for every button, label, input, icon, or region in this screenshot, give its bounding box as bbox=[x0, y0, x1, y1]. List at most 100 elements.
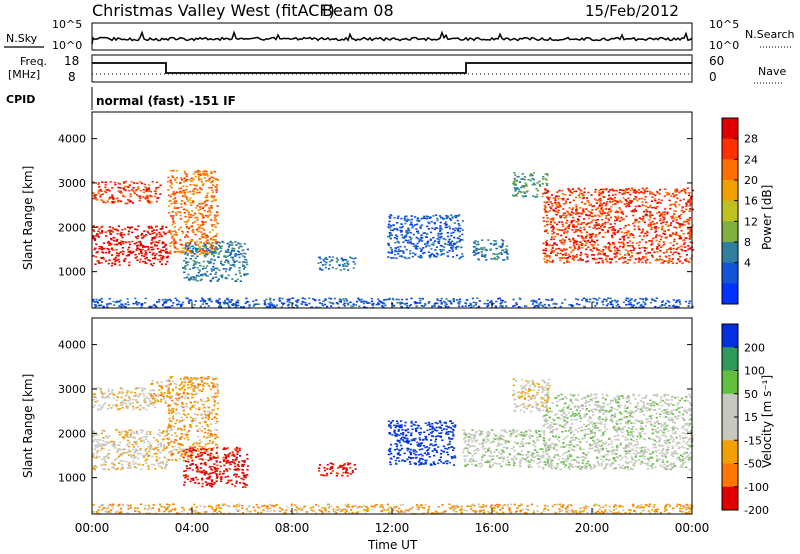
power-cell bbox=[247, 301, 250, 303]
power-cell bbox=[412, 225, 415, 228]
velocity-cell bbox=[125, 435, 128, 438]
velocity-cell bbox=[204, 431, 207, 434]
power-cell bbox=[111, 187, 114, 189]
velocity-cell bbox=[102, 468, 105, 470]
power-cell bbox=[206, 248, 209, 250]
velocity-cell bbox=[205, 450, 208, 452]
power-cell bbox=[419, 238, 422, 240]
power-cell bbox=[689, 208, 692, 210]
power-cell bbox=[188, 279, 191, 282]
power-cell bbox=[225, 270, 228, 273]
power-colorbar-tick-label: 20 bbox=[744, 174, 758, 187]
power-cell bbox=[575, 256, 578, 258]
power-cell bbox=[119, 251, 122, 253]
velocity-cell bbox=[166, 396, 169, 398]
velocity-cell bbox=[158, 462, 162, 464]
power-cell bbox=[238, 261, 241, 263]
velocity-cell bbox=[169, 383, 172, 385]
velocity-cell bbox=[126, 451, 130, 453]
velocity-cell bbox=[168, 459, 171, 461]
velocity-cell bbox=[212, 454, 215, 456]
power-cell bbox=[230, 256, 233, 259]
power-cell bbox=[429, 231, 433, 234]
power-cell bbox=[432, 242, 435, 244]
power-cell bbox=[643, 247, 646, 249]
power-cell bbox=[190, 255, 193, 257]
power-cell bbox=[436, 217, 439, 220]
power-cell bbox=[136, 182, 139, 184]
velocity-cell bbox=[197, 450, 200, 452]
power-cell bbox=[643, 302, 647, 304]
power-cell bbox=[179, 239, 182, 241]
velocity-cell bbox=[107, 468, 110, 471]
power-cell bbox=[435, 214, 438, 216]
velocity-cell bbox=[207, 448, 210, 450]
velocity-heatmap bbox=[92, 375, 694, 515]
power-cell bbox=[452, 300, 455, 303]
velocity-cell bbox=[197, 387, 200, 389]
velocity-cell bbox=[203, 410, 206, 413]
power-cell bbox=[155, 187, 158, 189]
power-cell bbox=[604, 208, 607, 211]
velocity-cell bbox=[216, 386, 219, 389]
velocity-cell bbox=[127, 442, 130, 445]
power-cell bbox=[177, 207, 180, 209]
power-cell bbox=[572, 239, 575, 242]
power-cell bbox=[629, 249, 632, 252]
power-cell bbox=[615, 200, 618, 202]
power-cell bbox=[610, 198, 613, 200]
power-cell bbox=[453, 215, 456, 218]
velocity-cell bbox=[94, 438, 97, 441]
velocity-cell bbox=[211, 418, 214, 420]
velocity-cell bbox=[184, 454, 187, 456]
power-cell bbox=[215, 300, 218, 303]
power-cell bbox=[572, 199, 575, 202]
power-cell bbox=[192, 259, 195, 262]
velocity-cell bbox=[186, 431, 189, 433]
velocity-cell bbox=[163, 392, 166, 394]
power-cell bbox=[452, 242, 455, 245]
power-cell bbox=[619, 228, 622, 230]
power-cell bbox=[629, 234, 632, 237]
power-cell bbox=[287, 306, 290, 309]
power-cell bbox=[600, 213, 603, 216]
power-cell bbox=[286, 298, 289, 301]
velocity-cell bbox=[216, 420, 219, 423]
power-cell bbox=[102, 258, 105, 260]
power-cell bbox=[122, 194, 125, 197]
power-cell bbox=[164, 252, 167, 254]
power-cell bbox=[210, 219, 213, 221]
power-cell bbox=[96, 233, 99, 235]
power-cell bbox=[115, 301, 118, 304]
power-cell bbox=[617, 217, 620, 219]
power-cell bbox=[205, 204, 208, 206]
power-cell bbox=[588, 204, 591, 206]
power-cell bbox=[138, 199, 141, 202]
power-cell bbox=[431, 227, 434, 230]
power-cell bbox=[549, 206, 552, 208]
velocity-cell bbox=[121, 466, 124, 468]
power-cell bbox=[400, 231, 403, 233]
power-cell bbox=[219, 247, 222, 249]
power-cell bbox=[602, 210, 605, 213]
power-cell bbox=[196, 216, 199, 219]
power-cell bbox=[412, 252, 415, 254]
velocity-cell bbox=[133, 391, 137, 394]
velocity-cell bbox=[162, 445, 166, 448]
velocity-cell bbox=[199, 451, 203, 454]
power-cell bbox=[601, 260, 604, 262]
power-cell bbox=[566, 210, 569, 213]
power-cell bbox=[139, 197, 142, 200]
power-cell bbox=[388, 215, 391, 218]
power-cell bbox=[675, 232, 678, 235]
power-cell bbox=[318, 256, 321, 259]
power-cell bbox=[358, 305, 361, 308]
power-cell bbox=[120, 234, 123, 237]
power-cell bbox=[396, 229, 399, 231]
power-cell bbox=[93, 239, 97, 241]
power-cell bbox=[192, 276, 195, 278]
power-cell bbox=[618, 305, 621, 308]
power-cell bbox=[192, 178, 195, 181]
power-cell bbox=[118, 305, 121, 307]
velocity-cell bbox=[212, 447, 215, 449]
